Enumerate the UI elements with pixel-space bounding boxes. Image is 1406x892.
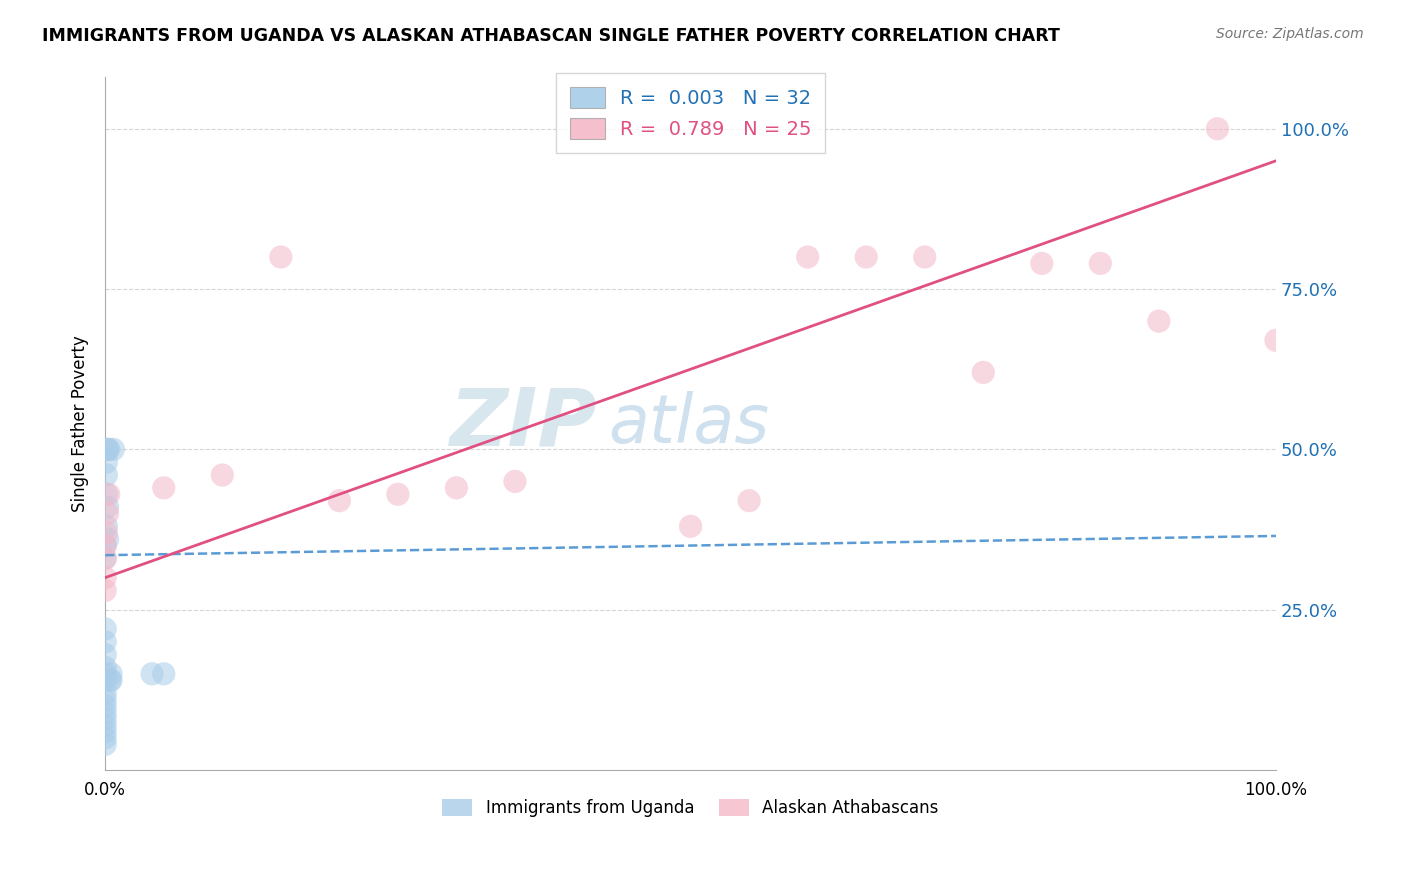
Point bbox=[94, 737, 117, 751]
Point bbox=[94, 706, 117, 720]
Text: atlas: atlas bbox=[609, 391, 769, 457]
Point bbox=[96, 468, 118, 483]
Point bbox=[94, 648, 117, 662]
Point bbox=[96, 455, 118, 469]
Point bbox=[94, 634, 117, 648]
Point bbox=[94, 686, 117, 700]
Point bbox=[98, 673, 121, 688]
Point bbox=[152, 666, 174, 681]
Point bbox=[94, 660, 117, 674]
Point bbox=[94, 712, 117, 726]
Point bbox=[94, 583, 117, 598]
Point bbox=[1265, 334, 1288, 348]
Point bbox=[141, 666, 163, 681]
Point bbox=[679, 519, 702, 533]
Point bbox=[152, 481, 174, 495]
Point bbox=[1206, 121, 1229, 136]
Point bbox=[94, 724, 117, 739]
Point bbox=[96, 442, 118, 457]
Point bbox=[100, 673, 122, 688]
Point bbox=[97, 487, 120, 501]
Point bbox=[1031, 256, 1053, 270]
Point bbox=[328, 493, 350, 508]
Point bbox=[97, 442, 120, 457]
Point bbox=[103, 442, 125, 457]
Point bbox=[96, 442, 118, 457]
Point bbox=[96, 500, 118, 514]
Point bbox=[94, 673, 117, 688]
Point bbox=[94, 571, 117, 585]
Point bbox=[94, 622, 117, 636]
Text: ZIP: ZIP bbox=[450, 384, 598, 463]
Y-axis label: Single Father Poverty: Single Father Poverty bbox=[72, 335, 89, 512]
Point bbox=[96, 532, 118, 546]
Point bbox=[96, 507, 118, 521]
Point bbox=[94, 666, 117, 681]
Point bbox=[914, 250, 936, 264]
Point bbox=[270, 250, 292, 264]
Point bbox=[972, 366, 994, 380]
Point bbox=[94, 698, 117, 713]
Point bbox=[738, 493, 761, 508]
Point bbox=[94, 692, 117, 706]
Point bbox=[446, 481, 468, 495]
Point bbox=[94, 539, 117, 553]
Point bbox=[503, 475, 526, 489]
Point bbox=[1147, 314, 1170, 328]
Point bbox=[94, 539, 117, 553]
Point bbox=[1090, 256, 1112, 270]
Point bbox=[96, 525, 118, 540]
Point bbox=[100, 666, 122, 681]
Point bbox=[211, 468, 233, 483]
Legend: Immigrants from Uganda, Alaskan Athabascans: Immigrants from Uganda, Alaskan Athabasc… bbox=[436, 792, 945, 824]
Text: Source: ZipAtlas.com: Source: ZipAtlas.com bbox=[1216, 27, 1364, 41]
Point bbox=[96, 487, 118, 501]
Point bbox=[94, 731, 117, 745]
Text: IMMIGRANTS FROM UGANDA VS ALASKAN ATHABASCAN SINGLE FATHER POVERTY CORRELATION C: IMMIGRANTS FROM UGANDA VS ALASKAN ATHABA… bbox=[42, 27, 1060, 45]
Point bbox=[94, 551, 117, 566]
Point bbox=[796, 250, 818, 264]
Point bbox=[387, 487, 409, 501]
Point bbox=[94, 551, 117, 566]
Point bbox=[855, 250, 877, 264]
Point bbox=[96, 519, 118, 533]
Point bbox=[94, 718, 117, 732]
